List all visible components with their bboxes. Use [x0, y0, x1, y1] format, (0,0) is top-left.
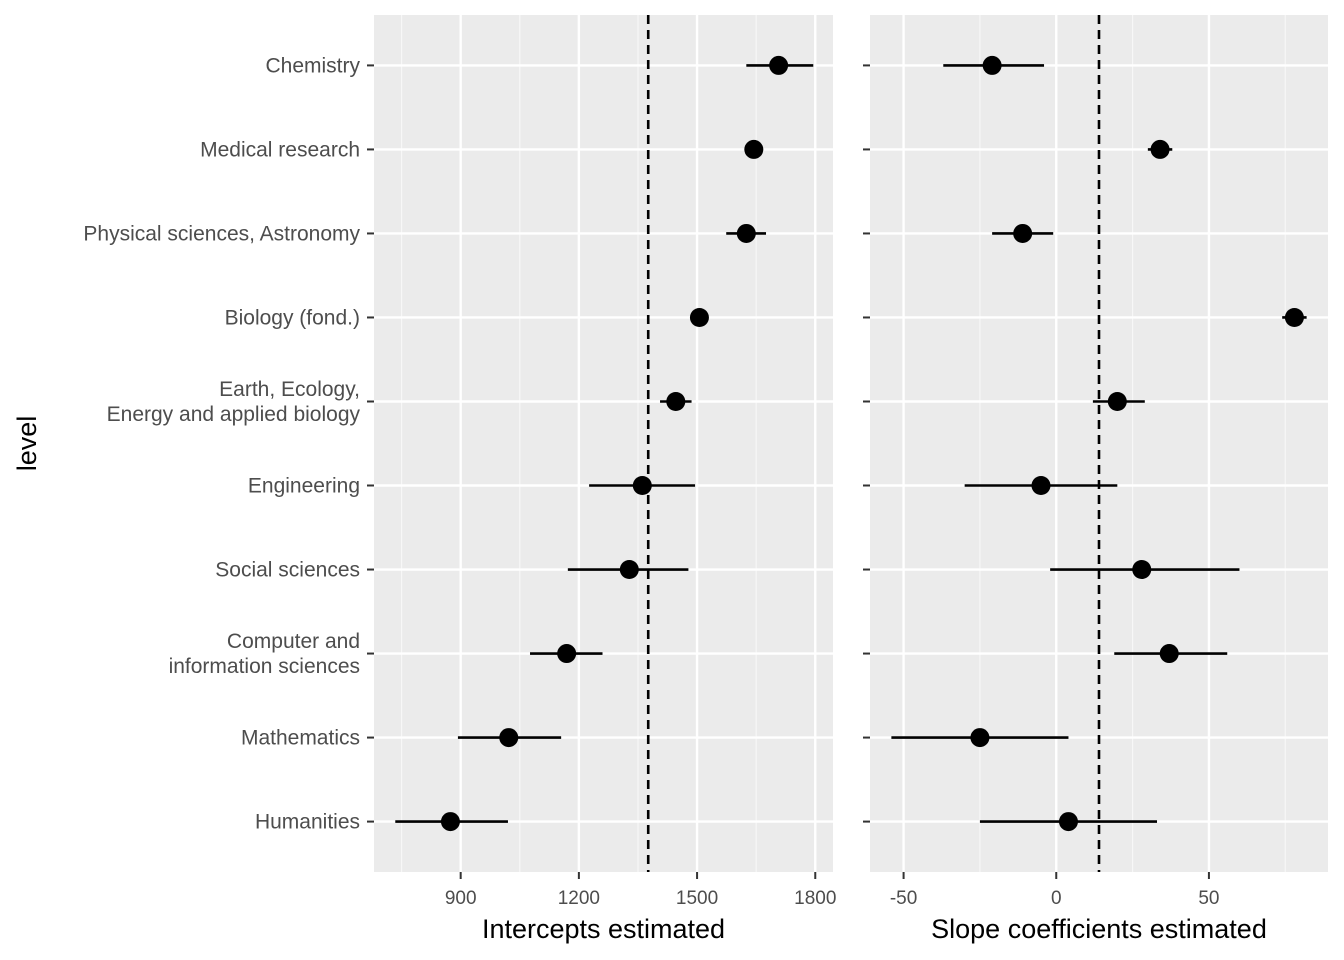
y-axis-title: level — [12, 416, 42, 472]
y-tick-label: Biology (fond.) — [225, 306, 360, 329]
y-tick-label: Earth, Ecology, Energy and applied biolog… — [107, 378, 361, 426]
y-tick-label-line: Engineering — [248, 475, 360, 498]
estimate-point — [970, 728, 990, 748]
y-tick-label-line: Earth, Ecology, — [219, 378, 360, 401]
y-tick-label: Chemistry — [265, 54, 360, 77]
x-tick-label: 0 — [1051, 888, 1062, 909]
y-tick-label: Mathematics — [241, 727, 360, 750]
y-tick-label-line: Physical sciences, Astronomy — [83, 222, 360, 245]
estimate-point — [557, 644, 577, 664]
x-tick-label: 1500 — [676, 888, 718, 909]
estimate-point — [1058, 812, 1078, 832]
estimate-point — [499, 728, 519, 748]
estimate-point — [619, 560, 639, 580]
y-tick-label: Engineering — [248, 475, 360, 498]
x-tick-label: 50 — [1198, 888, 1219, 909]
y-tick-label-line: Energy and applied biology — [107, 403, 361, 426]
y-tick-label-line: Humanities — [255, 811, 360, 834]
estimate-point — [1031, 476, 1051, 496]
estimate-point — [1159, 644, 1179, 664]
x-axis-title: Intercepts estimated — [482, 914, 725, 944]
y-tick-label: Humanities — [255, 811, 360, 834]
y-tick-label-line: Social sciences — [215, 559, 360, 582]
y-tick-label-line: Computer and — [227, 630, 360, 653]
estimate-point — [982, 55, 1002, 75]
y-tick-label: Computer and information sciences — [169, 630, 360, 678]
y-tick-label: Medical research — [200, 138, 360, 161]
y-tick-label-line: Biology (fond.) — [225, 306, 360, 329]
estimate-point — [1107, 391, 1127, 411]
estimate-point — [666, 391, 686, 411]
estimate-point — [689, 307, 709, 327]
y-tick-label-line: Chemistry — [265, 54, 360, 77]
estimate-point — [1132, 560, 1152, 580]
panel-background — [374, 15, 833, 872]
estimate-point — [769, 55, 789, 75]
y-tick-label-line: information sciences — [169, 655, 360, 678]
y-tick-label-line: Medical research — [200, 138, 360, 161]
y-tick-label: Physical sciences, Astronomy — [83, 222, 360, 245]
y-tick-label-line: Mathematics — [241, 727, 360, 750]
x-tick-label: 1800 — [794, 888, 836, 909]
estimate-point — [736, 223, 756, 243]
x-axis-title: Slope coefficients estimated — [931, 914, 1267, 944]
y-tick-label: Social sciences — [215, 559, 360, 582]
x-tick-label: 900 — [445, 888, 477, 909]
estimate-point — [440, 812, 460, 832]
x-tick-label: 1200 — [558, 888, 600, 909]
estimate-point — [1013, 223, 1033, 243]
estimate-point — [1150, 139, 1170, 159]
estimate-point — [632, 476, 652, 496]
estimate-point — [744, 139, 764, 159]
x-tick-label: -50 — [890, 888, 917, 909]
estimate-point — [1284, 307, 1304, 327]
